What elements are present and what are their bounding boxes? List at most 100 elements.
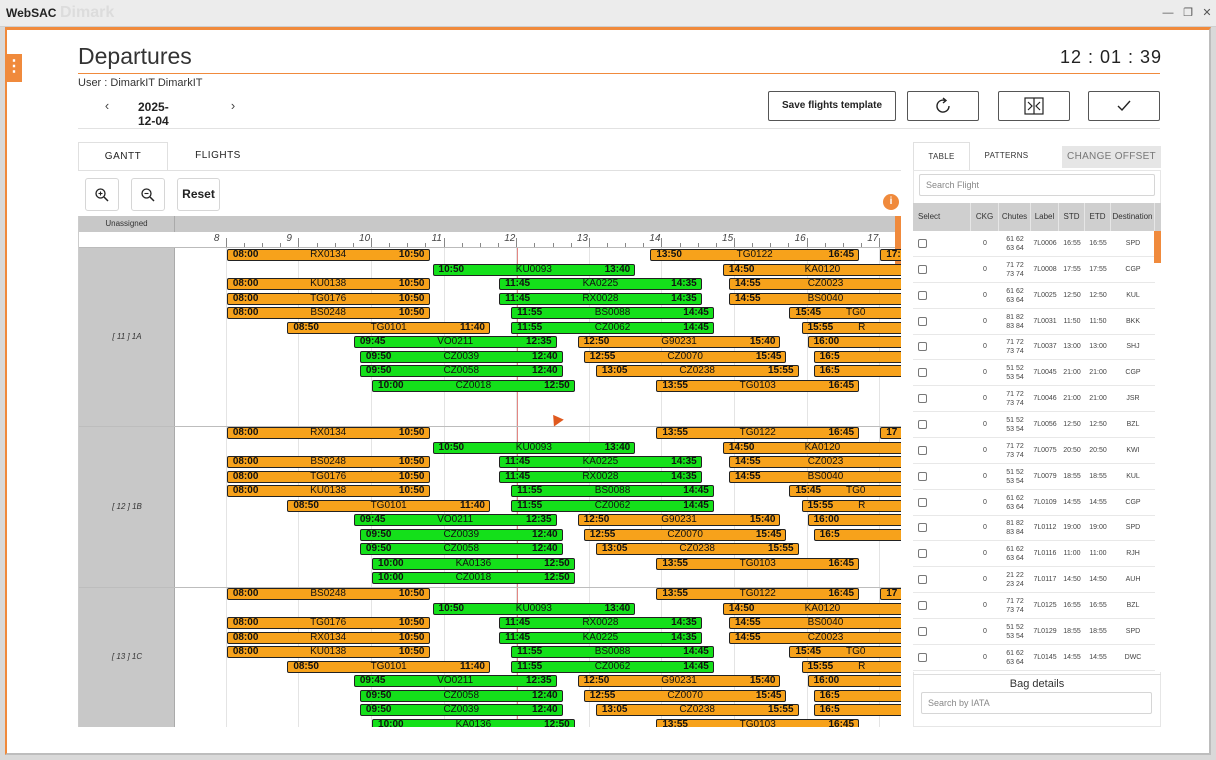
flights-table-body[interactable]: 0 61 62 63 64 7L0006 16:55 16:55 SPD 0 71 72 73 7…: [913, 231, 1161, 672]
flight-bar[interactable]: 12:50 G90231 15:40: [577, 514, 781, 526]
flight-bar[interactable]: 09:50 CZ0039 12:40: [359, 350, 563, 363]
row-select-checkbox[interactable]: [918, 471, 927, 481]
table-row[interactable]: 0 61 62 63 64 7L0025 12:50 12:50 KUL: [913, 283, 1155, 309]
row-select-checkbox[interactable]: [918, 575, 927, 585]
flight-bar[interactable]: 16:5: [813, 528, 901, 541]
row-select-checkbox[interactable]: [918, 445, 927, 455]
table-row[interactable]: 0 61 62 63 64 7L0145 14:55 14:55 DWC: [913, 645, 1155, 671]
flight-bar[interactable]: 13:55 TG0122 16:45: [656, 427, 860, 439]
flight-bar[interactable]: 09:45 VO0211 12:35: [353, 336, 557, 348]
confirm-button[interactable]: [1088, 91, 1160, 121]
flight-bar[interactable]: 08:00 RX0134 10:50: [226, 249, 430, 261]
flight-bar[interactable]: 08:00 TG0176 10:50: [226, 617, 430, 629]
flight-bar[interactable]: 08:50 TG0101 11:40: [287, 321, 490, 334]
row-select-checkbox[interactable]: [918, 342, 927, 352]
flight-bar[interactable]: 13:55 TG0103 16:45: [656, 557, 860, 570]
flight-bar[interactable]: 10:00 CZ0018 12:50: [372, 379, 575, 392]
flight-bar[interactable]: 14:50 KA0120: [722, 602, 901, 615]
flight-bar[interactable]: 11:55 BS0088 14:45: [511, 485, 714, 497]
flight-bar[interactable]: 11:45 RX0028 14:35: [499, 617, 702, 629]
flight-bar[interactable]: 12:55 CZ0070 15:45: [583, 689, 787, 702]
flight-bar[interactable]: 14:55 CZ0023: [728, 278, 901, 290]
table-row[interactable]: 0 61 62 63 64 7L0116 11:00 11:00 RJH: [913, 541, 1155, 568]
flight-bar[interactable]: 08:00 BS0248 10:50: [226, 588, 430, 600]
flight-bar[interactable]: 16:00: [807, 675, 901, 687]
flight-bar[interactable]: 09:50 CZ0039 12:40: [359, 528, 563, 541]
flight-bar[interactable]: 15:45 TG0: [789, 307, 901, 319]
flight-bar[interactable]: 14:50 KA0120: [722, 263, 901, 276]
flight-bar[interactable]: 11:55 BS0088 14:45: [511, 646, 714, 658]
info-icon[interactable]: i: [883, 194, 899, 210]
search-flight-input[interactable]: Search Flight: [919, 174, 1155, 196]
flight-bar[interactable]: 16:5: [813, 704, 901, 716]
row-select-checkbox[interactable]: [918, 290, 927, 300]
flight-bar[interactable]: 16:00: [807, 336, 901, 348]
flight-bar[interactable]: 15:55 R: [801, 660, 901, 673]
table-row[interactable]: 0 51 52 53 54 7L0056 12:50 12:50 BZL: [913, 412, 1155, 438]
column-header[interactable]: Chutes: [999, 203, 1031, 231]
flight-bar[interactable]: 13:55 TG0103 16:45: [656, 379, 860, 392]
row-select-checkbox[interactable]: [918, 394, 927, 404]
flight-bar[interactable]: 11:45 KA0225 14:35: [499, 278, 702, 290]
flight-bar[interactable]: 08:00 RX0134 10:50: [226, 427, 430, 439]
column-header[interactable]: CKG: [971, 203, 999, 231]
row-select-checkbox[interactable]: [918, 316, 927, 326]
flight-bar[interactable]: 10:50 KU0093 13:40: [432, 263, 636, 276]
flight-bar[interactable]: 14:55 BS0040: [728, 617, 901, 629]
flight-bar[interactable]: 11:45 KA0225 14:35: [499, 631, 702, 644]
flight-bar[interactable]: 10:50 KU0093 13:40: [432, 441, 636, 454]
flight-bar[interactable]: 16:00: [807, 514, 901, 526]
zoom-in-button[interactable]: [85, 178, 119, 211]
flight-bar[interactable]: 09:50 CZ0039 12:40: [359, 704, 563, 716]
flight-bar[interactable]: 08:00 TG0176 10:50: [226, 292, 430, 305]
chevron-right-icon[interactable]: ›: [230, 98, 236, 113]
save-flights-template-button[interactable]: Save flights template: [768, 91, 896, 121]
table-row[interactable]: 0 71 72 73 74 7L0046 21:00 21:00 JSR: [913, 386, 1155, 413]
flight-bar[interactable]: 15:55 R: [801, 321, 901, 334]
flight-bar[interactable]: 14:55 CZ0023: [728, 456, 901, 468]
flight-bar[interactable]: 12:50 G90231 15:40: [577, 336, 781, 348]
flight-bar[interactable]: 13:50 TG0122 16:45: [650, 249, 860, 261]
flight-bar[interactable]: 12:55 CZ0070 15:45: [583, 350, 787, 363]
flight-bar[interactable]: 13:55 TG0103 16:45: [656, 718, 860, 727]
flight-bar[interactable]: 11:55 CZ0062 14:45: [511, 321, 714, 334]
column-header[interactable]: STD: [1059, 203, 1085, 231]
flight-bar[interactable]: 11:45 RX0028 14:35: [499, 470, 702, 483]
flight-bar[interactable]: 15:45 TG0: [789, 646, 901, 658]
assign-chutes-button[interactable]: [998, 91, 1070, 121]
flight-bar[interactable]: 17: [880, 427, 901, 439]
close-icon[interactable]: ✕: [1202, 7, 1212, 19]
reset-button[interactable]: Reset: [177, 178, 220, 211]
flight-bar[interactable]: 11:45 RX0028 14:35: [499, 292, 702, 305]
table-row[interactable]: 0 21 22 23 24 7L0117 14:50 14:50 AUH: [913, 567, 1155, 594]
flight-bar[interactable]: 09:50 CZ0058 12:40: [359, 543, 563, 555]
flight-bar[interactable]: 15:45 TG0: [789, 485, 901, 497]
flight-bar[interactable]: 14:55 BS0040: [728, 292, 901, 305]
flight-bar[interactable]: 09:50 CZ0058 12:40: [359, 689, 563, 702]
flight-bar[interactable]: 17:: [880, 249, 901, 261]
flight-bar[interactable]: 14:50 KA0120: [722, 441, 901, 454]
flight-bar[interactable]: 09:45 VO0211 12:35: [353, 514, 557, 526]
table-row[interactable]: 0 81 82 83 84 7L0031 11:50 11:50 BKK: [913, 309, 1155, 335]
flight-bar[interactable]: 16:5: [813, 689, 901, 702]
table-row[interactable]: 0 51 52 53 54 7L0079 18:55 18:55 KUL: [913, 464, 1155, 490]
gantt-scrollbar[interactable]: [895, 216, 901, 264]
row-select-checkbox[interactable]: [918, 523, 927, 533]
flight-bar[interactable]: 16:5: [813, 350, 901, 363]
flight-bar[interactable]: 10:50 KU0093 13:40: [432, 602, 636, 615]
flight-bar[interactable]: 08:00 RX0134 10:50: [226, 631, 430, 644]
row-select-checkbox[interactable]: [918, 549, 927, 559]
table-row[interactable]: 0 61 62 63 64 7L0109 14:55 14:55 CGP: [913, 490, 1155, 516]
tab-table[interactable]: Table: [913, 142, 970, 170]
row-select-checkbox[interactable]: [918, 600, 927, 610]
refresh-button[interactable]: [907, 91, 979, 121]
table-row[interactable]: 0 81 82 83 84 7L0112 19:00 19:00 SPD: [913, 515, 1155, 542]
flight-bar[interactable]: 13:05 CZ0238 15:55: [595, 704, 799, 716]
column-header[interactable]: Destination: [1111, 203, 1155, 231]
side-menu-icon[interactable]: ⋮: [6, 54, 22, 82]
gantt-chart[interactable]: Unassigned 8 9 10 11 12 13 14 15 16 17 [ 11 ] 1A[…: [78, 216, 901, 727]
change-offset-button[interactable]: Change offset: [1062, 146, 1161, 168]
flight-bar[interactable]: 17: [880, 588, 901, 600]
table-row[interactable]: 0 51 52 53 54 7L0045 21:00 21:00 CGP: [913, 360, 1155, 387]
flight-bar[interactable]: 11:55 CZ0062 14:45: [511, 660, 714, 673]
